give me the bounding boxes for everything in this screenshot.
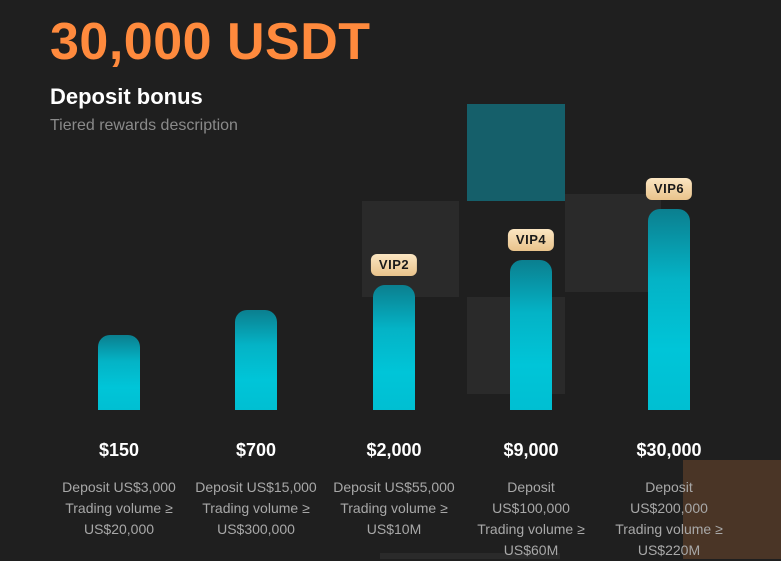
tier-amount: $2,000 — [366, 440, 422, 460]
decorative-strip — [380, 553, 560, 559]
tier-amount: $30,000 — [636, 440, 702, 460]
tier-bar-150 — [98, 335, 140, 410]
tier-info: $150 Deposit US$3,000 Trading volume ≥ U… — [49, 440, 189, 540]
tier-amount: $150 — [98, 440, 140, 460]
tier-volume: US$20,000 — [83, 521, 155, 537]
tier-deposit-label: Deposit — [645, 479, 693, 495]
tier-info: $30,000 Deposit US$200,000 Trading volum… — [599, 440, 739, 561]
page-subtitle: Deposit bonus — [50, 84, 203, 109]
tier-info: $2,000 Deposit US$55,000 Trading volume … — [324, 440, 464, 540]
tier-volume-label: Trading volume ≥ — [340, 500, 448, 516]
tier-volume: US$300,000 — [217, 521, 295, 537]
vip-badge: VIP6 — [645, 178, 693, 200]
decorative-square-orange — [683, 460, 781, 559]
tier-volume: US$10M — [366, 521, 422, 537]
tier-info: $700 Deposit US$15,000 Trading volume ≥ … — [186, 440, 326, 540]
tier-volume: US$60M — [503, 542, 559, 558]
tier-volume: US$220M — [637, 542, 701, 558]
tier-bar-2000 — [373, 285, 415, 410]
tier-info: $9,000 Deposit US$100,000 Trading volume… — [461, 440, 601, 561]
tier-bar-30000 — [648, 209, 690, 410]
vip-badge: VIP2 — [370, 254, 418, 276]
tier-deposit: US$200,000 — [630, 500, 708, 516]
decorative-square — [362, 201, 459, 297]
tier-volume-label: Trading volume ≥ — [202, 500, 310, 516]
decorative-square-teal — [467, 104, 565, 201]
tier-volume-label: Trading volume ≥ — [65, 500, 173, 516]
tier-volume-label: Trading volume ≥ — [477, 521, 585, 537]
tier-deposit-label: Deposit — [507, 479, 555, 495]
tier-bar-9000 — [510, 260, 552, 410]
tier-amount: $700 — [235, 440, 277, 460]
page-title: 30,000 USDT — [50, 13, 371, 71]
tier-bar-700 — [235, 310, 277, 410]
tier-deposit: Deposit US$15,000 — [195, 479, 317, 495]
tier-deposit: Deposit US$3,000 — [62, 479, 176, 495]
vip-badge: VIP4 — [507, 229, 555, 251]
tier-deposit: US$100,000 — [492, 500, 570, 516]
decorative-square — [565, 194, 661, 292]
tier-amount: $9,000 — [503, 440, 559, 460]
page-description: Tiered rewards description — [50, 117, 238, 134]
tier-volume-label: Trading volume ≥ — [615, 521, 723, 537]
tier-deposit: Deposit US$55,000 — [333, 479, 455, 495]
